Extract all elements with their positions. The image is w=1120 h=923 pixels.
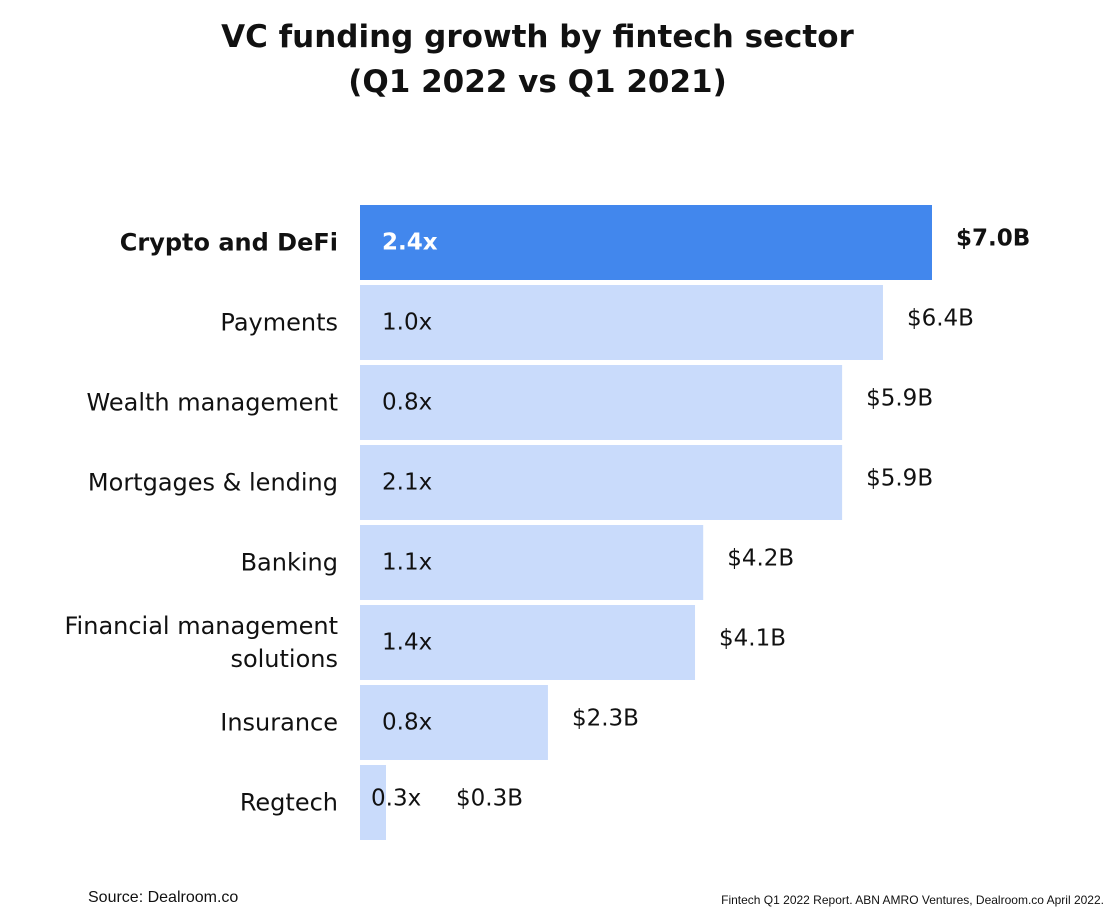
report-note: Fintech Q1 2022 Report. ABN AMRO Venture… (721, 893, 1104, 907)
bar (360, 365, 843, 440)
value-label: $0.3B (456, 786, 523, 812)
growth-label: 2.4x (382, 230, 438, 256)
chart-title-line-1: VC funding growth by fintech sector (221, 19, 854, 55)
chart-title-line-2: (Q1 2022 vs Q1 2021) (348, 64, 727, 100)
category-label: Crypto and DeFi (120, 229, 338, 257)
category-label: solutions (230, 645, 338, 673)
source-note: Source: Dealroom.co (88, 889, 239, 906)
value-label: $2.3B (572, 706, 639, 732)
growth-label: 1.1x (382, 550, 432, 576)
category-label: Wealth management (87, 389, 338, 417)
category-label: Payments (220, 309, 338, 337)
growth-label: 0.8x (382, 390, 432, 416)
category-label: Regtech (240, 789, 338, 817)
category-label: Insurance (220, 709, 338, 737)
bar (360, 285, 883, 360)
value-label: $4.1B (719, 626, 786, 652)
value-label: $7.0B (956, 226, 1030, 252)
bar (360, 685, 548, 760)
bar (360, 525, 704, 600)
category-label: Mortgages & lending (88, 469, 338, 497)
bar (360, 605, 696, 680)
growth-label: 0.8x (382, 710, 432, 736)
value-label: $6.4B (907, 306, 974, 332)
value-label: $4.2B (727, 546, 794, 572)
growth-label: 1.0x (382, 310, 432, 336)
growth-label: 0.3x (371, 786, 421, 812)
value-label: $5.9B (866, 386, 933, 412)
growth-label: 2.1x (382, 470, 432, 496)
category-label: Financial management (65, 612, 339, 640)
bar (360, 445, 843, 520)
bar (360, 205, 932, 280)
bar (360, 765, 386, 840)
value-label: $5.9B (866, 466, 933, 492)
category-label: Banking (241, 549, 338, 577)
growth-label: 1.4x (382, 630, 432, 656)
